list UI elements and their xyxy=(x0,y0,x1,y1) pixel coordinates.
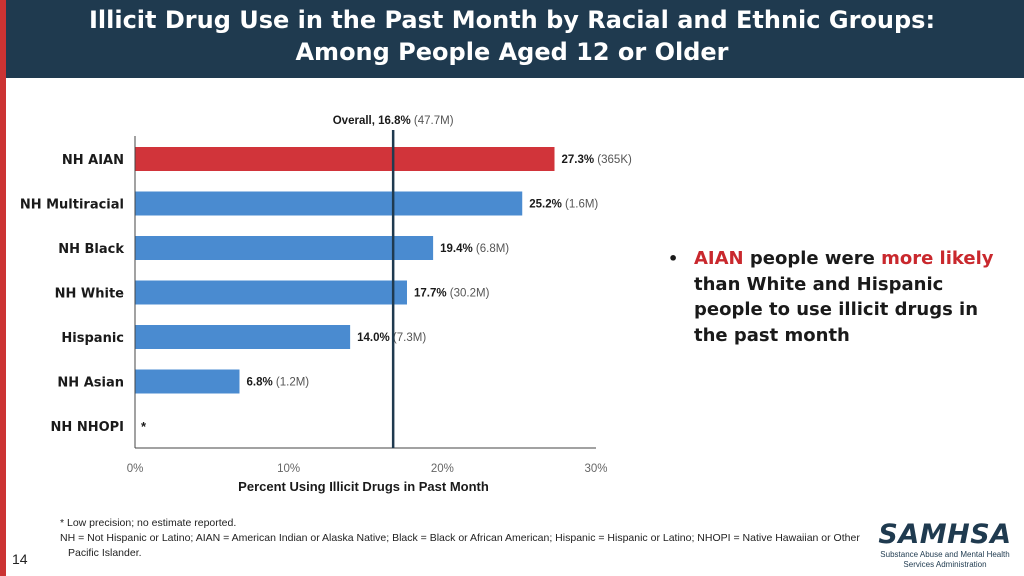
bar xyxy=(135,191,523,216)
data-label: 25.2% (1.6M) xyxy=(529,199,598,211)
logo-wordmark: SAMHSA xyxy=(878,519,1012,550)
x-tick-label: 20% xyxy=(431,463,454,475)
data-value: 6.8% xyxy=(246,377,272,389)
x-tick-label: 10% xyxy=(277,463,300,475)
bullet-text: AIAN people were more likely than White … xyxy=(694,246,1008,348)
overall-label-value: Overall, 16.8% xyxy=(333,115,411,127)
data-count: (6.8M) xyxy=(473,243,510,255)
x-tick-label: 30% xyxy=(584,463,607,475)
category-label: NH Black xyxy=(58,242,124,257)
data-count: (7.3M) xyxy=(390,332,427,344)
data-count: (1.2M) xyxy=(273,377,310,389)
bullet-icon: • xyxy=(668,249,679,268)
bullet-text-segment: than White and Hispanic people to use il… xyxy=(694,273,979,346)
category-label: Hispanic xyxy=(61,331,124,346)
data-value: 25.2% xyxy=(529,199,562,211)
footnote-abbreviations: NH = Not Hispanic or Latino; AIAN = Amer… xyxy=(60,532,860,559)
samhsa-logo: SAMHSA Substance Abuse and Mental Health… xyxy=(870,520,1020,570)
header-bar: Illicit Drug Use in the Past Month by Ra… xyxy=(0,0,1024,78)
left-accent-bar xyxy=(0,0,6,576)
data-label: 19.4% (6.8M) xyxy=(440,243,509,255)
bar xyxy=(135,236,434,260)
bullet-text-segment: people were xyxy=(743,248,882,269)
logo-subtitle: Substance Abuse and Mental Health Servic… xyxy=(880,550,1010,569)
data-label: 17.7% (30.2M) xyxy=(414,288,490,300)
category-label: NH Multiracial xyxy=(20,198,124,213)
page-subtitle: Among People Aged 12 or Older xyxy=(295,38,729,66)
footnote-low-precision: * Low precision; no estimate reported. xyxy=(60,517,237,529)
page-number: 14 xyxy=(12,551,28,567)
overall-reference-label: Overall, 16.8% (47.7M) xyxy=(333,115,454,127)
footnotes: * Low precision; no estimate reported. N… xyxy=(60,516,860,561)
data-value: 27.3% xyxy=(562,154,595,166)
data-count: (1.6M) xyxy=(562,199,599,211)
overall-label-count: (47.7M) xyxy=(411,115,454,127)
x-tick-label: 0% xyxy=(127,463,144,475)
data-label: 14.0% (7.3M) xyxy=(357,332,426,344)
data-value: 19.4% xyxy=(440,243,473,255)
bar xyxy=(135,369,240,394)
category-label: NH NHOPI xyxy=(51,420,124,435)
bar xyxy=(135,280,407,305)
category-label: NH White xyxy=(55,287,125,302)
page-title: Illicit Drug Use in the Past Month by Ra… xyxy=(88,6,936,34)
bar xyxy=(135,325,351,349)
category-label: NH AIAN xyxy=(62,153,124,168)
bullet-highlight-more-likely: more likely xyxy=(881,248,994,269)
data-count: (30.2M) xyxy=(447,288,490,300)
category-label: NH Asian xyxy=(57,376,124,391)
bullet-point: • AIAN people were more likely than Whit… xyxy=(668,246,1008,348)
data-value: 14.0% xyxy=(357,332,390,344)
data-label: 27.3% (365K) xyxy=(562,154,632,166)
x-axis-label: Percent Using Illicit Drugs in Past Mont… xyxy=(238,479,489,494)
data-count: (365K) xyxy=(594,154,632,166)
data-label-star: * xyxy=(141,419,147,434)
bar xyxy=(135,147,555,171)
data-label: 6.8% (1.2M) xyxy=(246,377,309,389)
data-value: 17.7% xyxy=(414,288,447,300)
bullet-highlight-aian: AIAN xyxy=(694,248,744,269)
